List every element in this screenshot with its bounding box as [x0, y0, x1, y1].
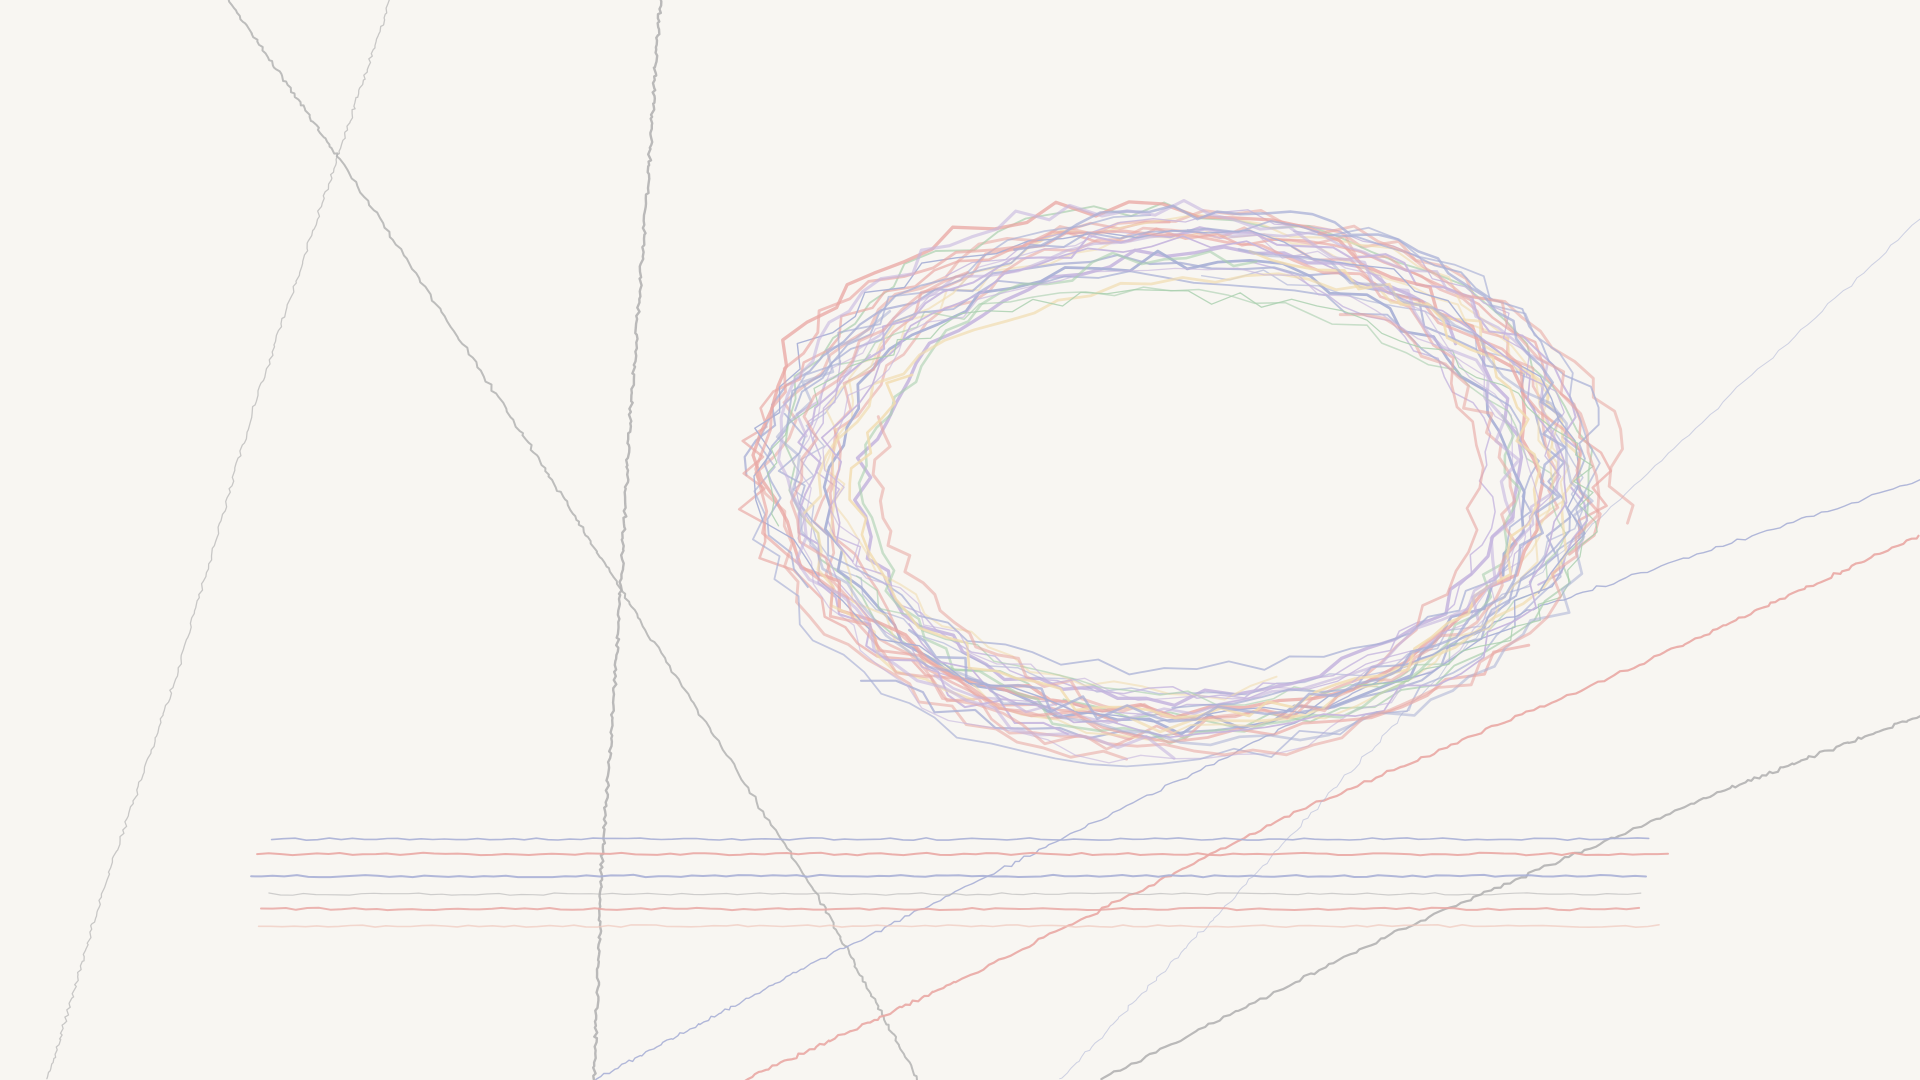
ellipse-loop-stroke [754, 229, 1602, 744]
ellipse-loop-stroke [823, 230, 1570, 701]
diagonal-line [46, 0, 390, 1080]
diagonal-line [592, 0, 663, 1080]
diagonal-line [595, 479, 1920, 1080]
horizontal-line [256, 851, 1669, 857]
ellipse-loop-stroke [789, 224, 1601, 757]
horizontal-line [257, 924, 1660, 928]
diagonal-lines-group [46, 0, 1920, 1080]
ellipse-loop-stroke [763, 220, 1600, 709]
ellipse-loop-stroke [822, 267, 1541, 702]
ellipse-loop-stroke [800, 272, 1582, 734]
ellipse-scribble-group [737, 198, 1635, 768]
ellipse-loop-stroke [812, 260, 1496, 699]
diagonal-line [744, 534, 1920, 1080]
ellipse-loop-stroke [848, 249, 1541, 720]
ellipse-loop-stroke [908, 204, 1567, 723]
horizontal-line [268, 892, 1642, 896]
horizontal-lines-group [250, 837, 1669, 928]
horizontal-line [260, 906, 1641, 912]
ellipse-loop-stroke [776, 198, 1521, 760]
ellipse-loop-stroke [812, 226, 1560, 751]
ellipse-loop-stroke [837, 286, 1567, 706]
ellipse-loop-stroke [737, 227, 1613, 724]
ellipse-loop-stroke [777, 270, 1540, 676]
ellipse-loop-stroke [752, 214, 1601, 768]
diagonal-line [1100, 715, 1920, 1080]
diagonal-line [227, 0, 918, 1080]
diagonal-line [1059, 218, 1920, 1080]
horizontal-line [270, 837, 1650, 841]
ellipse-loop-stroke [797, 226, 1589, 736]
horizontal-line [250, 873, 1647, 879]
ellipse-loop-stroke [857, 250, 1522, 745]
